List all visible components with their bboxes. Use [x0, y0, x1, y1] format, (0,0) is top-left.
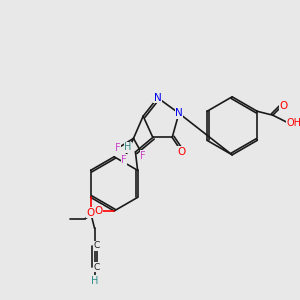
Text: F: F: [121, 155, 127, 165]
Text: C: C: [93, 262, 100, 272]
Text: O: O: [87, 208, 95, 218]
Text: O: O: [178, 147, 186, 157]
Text: F: F: [140, 151, 146, 161]
Text: H: H: [124, 142, 131, 152]
Text: O: O: [279, 100, 287, 110]
Text: N: N: [154, 93, 161, 103]
Text: F: F: [115, 143, 121, 153]
Text: O: O: [94, 206, 103, 216]
Text: OH: OH: [286, 118, 300, 128]
Text: C: C: [93, 241, 100, 250]
Text: N: N: [175, 108, 183, 118]
Text: H: H: [91, 276, 98, 286]
